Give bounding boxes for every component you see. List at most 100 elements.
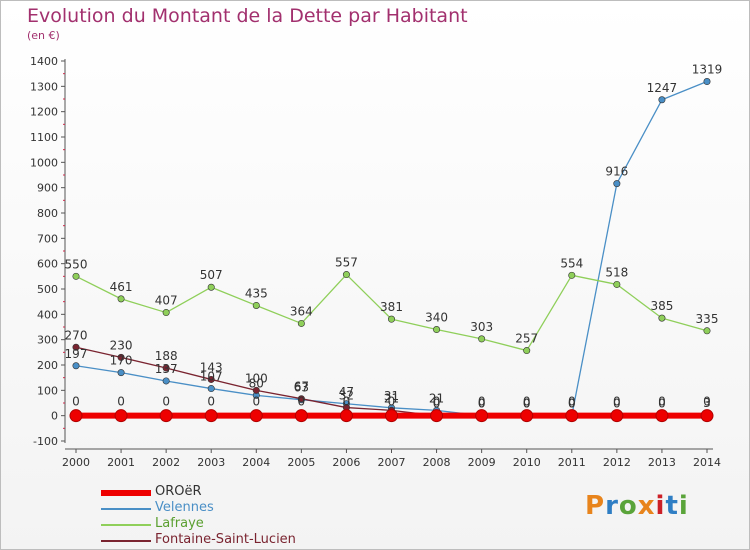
data-label: 557 [335,256,358,270]
data-point [162,377,170,385]
x-tick-label: 2014 [693,456,721,469]
data-label: 554 [560,256,583,270]
data-label: 63 [294,381,309,395]
data-label: 31 [384,389,399,403]
x-tick-label: 2003 [197,456,225,469]
logo-letter: r [605,491,619,521]
data-point [613,280,621,288]
y-tick-label: 1100 [30,131,58,144]
y-tick-label: 0 [51,410,58,423]
legend-label: OROëR [155,484,202,499]
series-layer [69,78,714,423]
data-label: 0 [658,395,666,409]
y-tick-label: 1000 [30,156,58,169]
data-label: 0 [568,395,576,409]
x-tick-label: 2008 [423,456,451,469]
logo-letter: x [637,491,656,521]
data-label: 385 [650,299,673,313]
y-tick-label: 1400 [30,55,58,68]
x-tick-label: 2000 [62,456,90,469]
data-point [252,301,260,309]
x-tick-label: 2011 [558,456,586,469]
legend-swatch [101,490,151,496]
data-label: 0 [298,395,306,409]
y-tick-label: 200 [37,359,58,372]
data-label: 1247 [647,81,678,95]
x-tick-label: 2002 [152,456,180,469]
data-label: 0 [568,397,576,411]
data-point [700,409,714,423]
logo-letter: o [618,491,638,521]
y-tick-label: 700 [37,232,58,245]
data-label: 0 [207,395,215,409]
logo-letter: P [585,491,606,521]
chart-title: Evolution du Montant de la Dette par Hab… [27,5,468,27]
data-label: 550 [65,257,88,271]
data-point [613,180,621,188]
data-point [658,96,666,104]
data-point [207,375,215,383]
data-label: 407 [155,294,178,308]
data-label: 335 [696,312,719,326]
data-label: 170 [110,354,133,368]
data-label: 1319 [692,63,723,77]
data-point [478,335,486,343]
x-tick-label: 2001 [107,456,135,469]
data-label: 0 [613,395,621,409]
legend-label: Velennes [155,500,214,515]
y-tick-label: 600 [37,258,58,271]
data-point [207,385,215,393]
data-point [568,271,576,279]
data-label: 0 [388,395,396,409]
data-label: 0 [252,395,260,409]
data-point [117,353,125,361]
data-point [387,315,395,323]
data-point [658,314,666,322]
data-point [294,409,308,423]
data-label: 0 [162,395,170,409]
data-label: 107 [200,370,223,384]
data-label: 0 [433,397,441,411]
data-point [297,319,305,327]
data-point [252,386,260,394]
chart-unit: (en €) [27,29,60,42]
data-label: 0 [478,397,486,411]
data-point [703,327,711,335]
data-label: 0 [523,395,531,409]
data-point [520,409,534,423]
proxiti-logo: Proxiti [585,491,689,521]
y-tick-label: -100 [33,435,58,448]
data-label: 67 [294,380,309,394]
data-point [207,283,215,291]
data-point [523,347,531,355]
data-label: 303 [470,320,493,334]
data-point [114,409,128,423]
data-label: 188 [155,349,178,363]
data-label: 461 [110,280,133,294]
data-label: 0 [117,395,125,409]
y-tick-label: 800 [37,207,58,220]
axes: -100010020030040050060070080090010001100… [30,55,721,469]
x-tick-label: 2005 [287,456,315,469]
data-label: 0 [703,395,711,409]
data-point [117,369,125,377]
x-tick-label: 2006 [332,456,360,469]
data-label: 80 [249,376,264,390]
data-label: 0 [523,397,531,411]
data-label: 916 [605,165,628,179]
data-label: 230 [110,338,133,352]
logo-letter: i [678,491,689,521]
legend-swatch [101,508,151,510]
y-tick-label: 500 [37,283,58,296]
data-label: 197 [65,347,88,361]
data-label: 0 [343,395,351,409]
data-point [385,409,398,423]
x-tick-label: 2012 [603,456,631,469]
data-point [703,78,711,86]
data-label: 137 [155,362,178,376]
data-label: 0 [613,397,621,411]
data-point [655,409,669,423]
data-label: 47 [339,385,354,399]
